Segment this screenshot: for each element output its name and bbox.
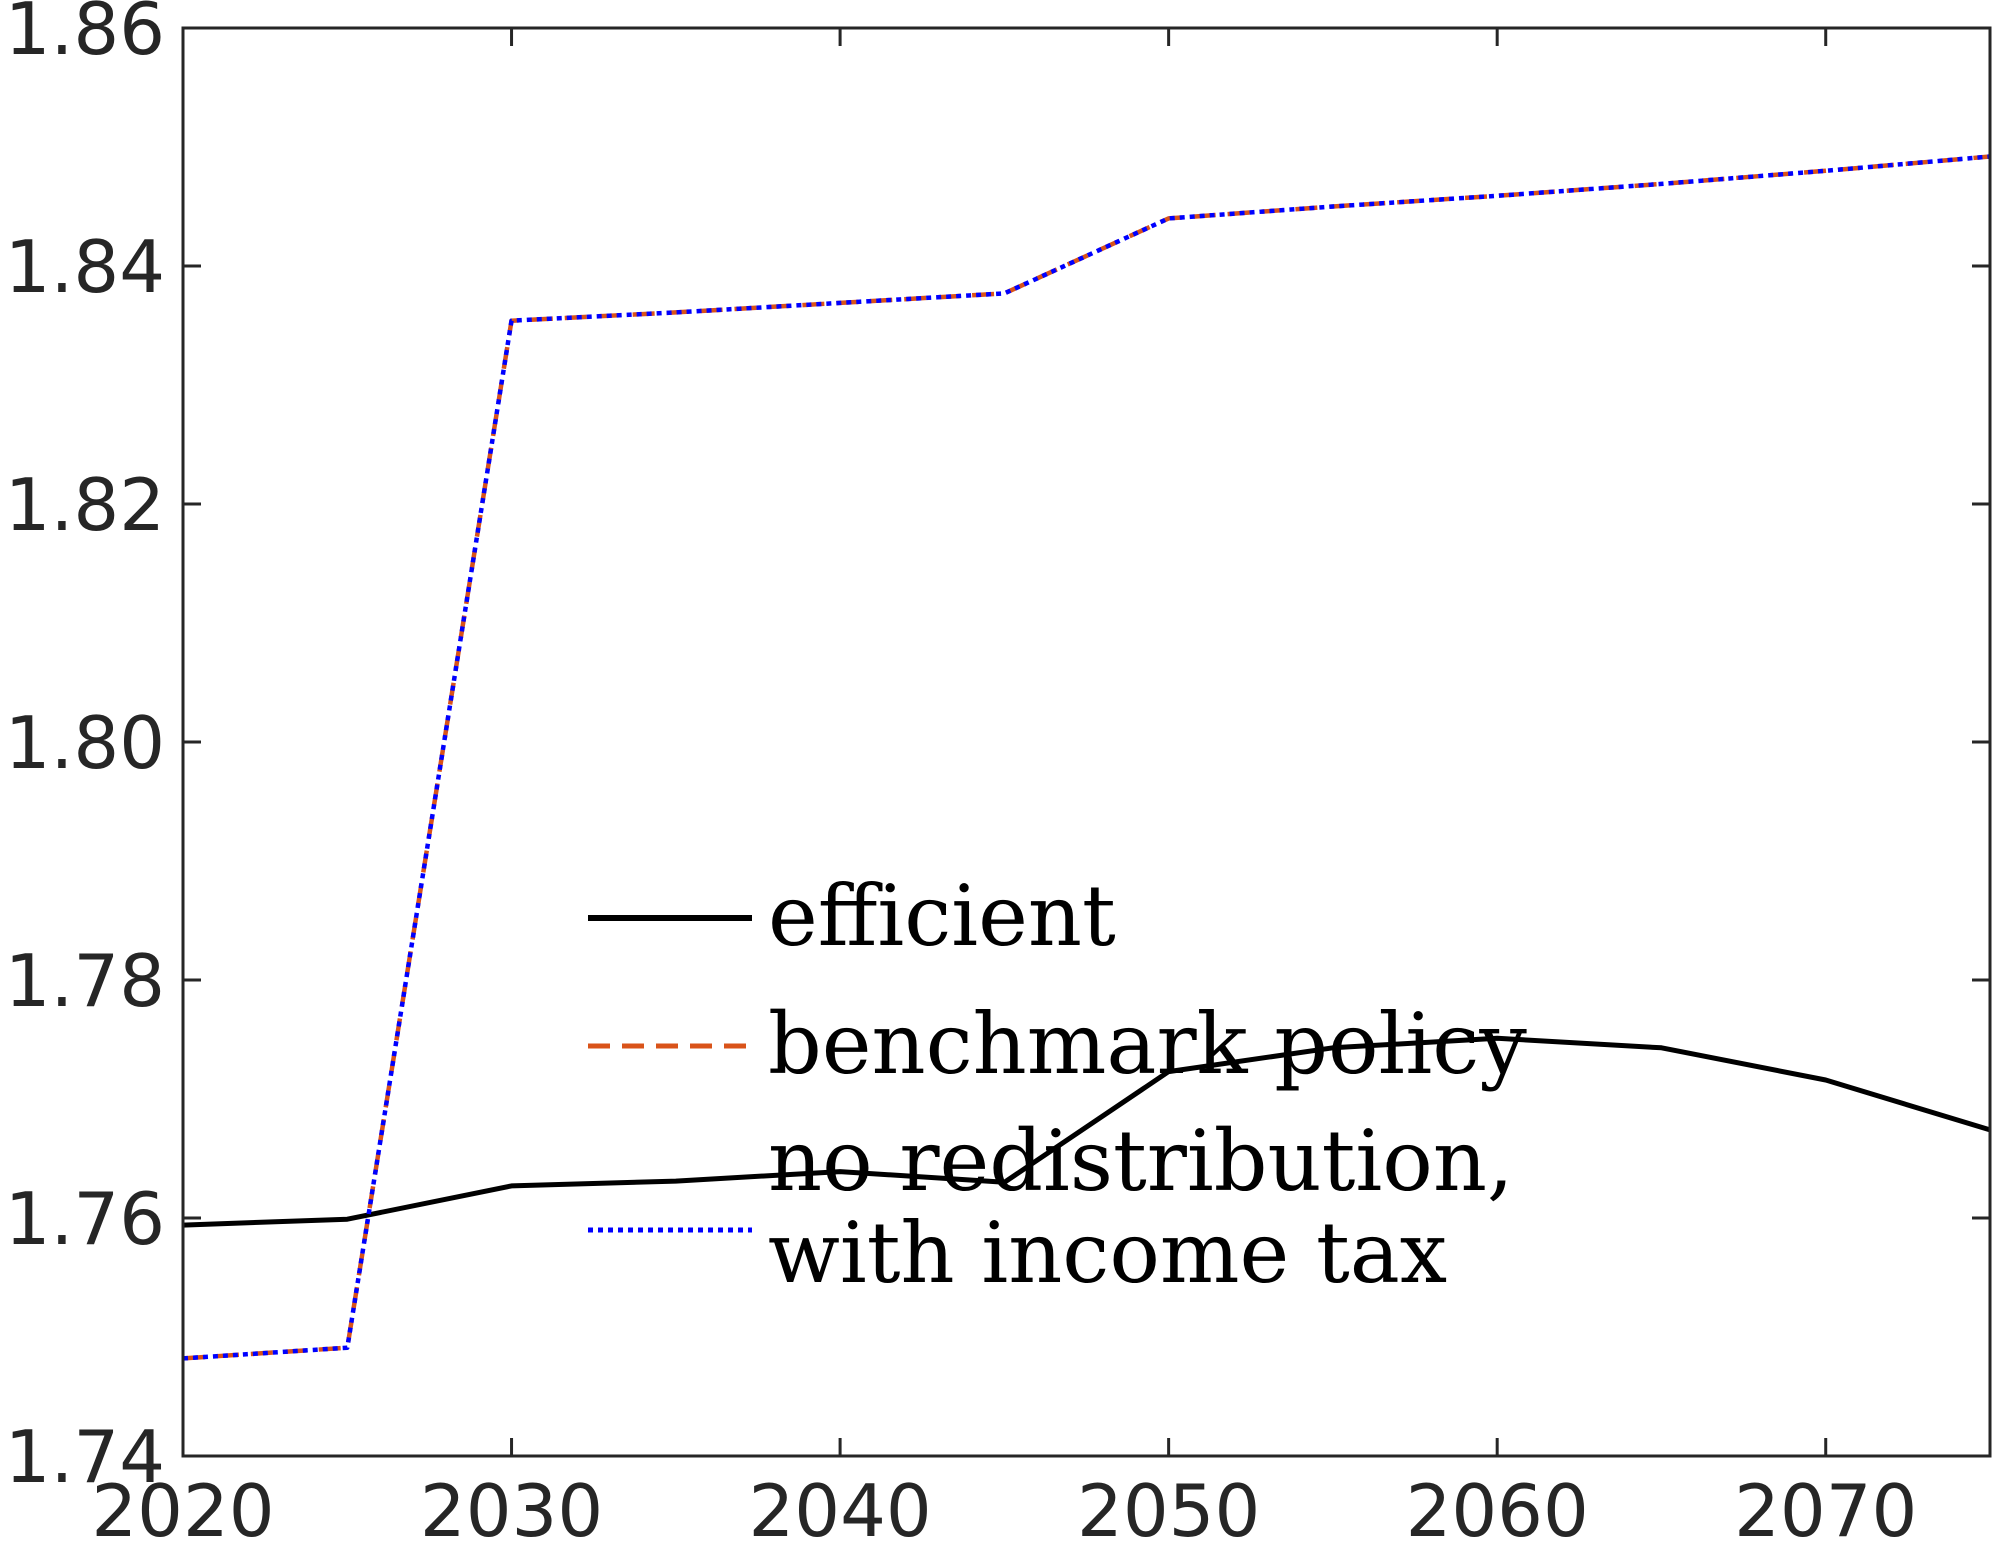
y-tick-label: 1.84 bbox=[5, 225, 165, 309]
axis-tick-labels: 2020 2030 2040 2050 2060 2070 1.74 1.76 1.78 1.80… bbox=[5, 0, 1918, 1553]
x-tick-label: 2050 bbox=[1077, 1469, 1260, 1553]
y-tick-label: 1.80 bbox=[5, 701, 165, 785]
y-tick-label: 1.86 bbox=[5, 0, 165, 71]
plot-lines bbox=[182, 154, 1991, 1361]
y-tick-label: 1.74 bbox=[5, 1415, 165, 1499]
legend-label-no-redistribution-line1: no redistribution, bbox=[768, 1112, 1514, 1210]
x-tick-label: 2030 bbox=[420, 1469, 603, 1553]
legend-label-no-redistribution-line2: with income tax bbox=[768, 1204, 1447, 1302]
x-tick-label: 2020 bbox=[91, 1469, 274, 1553]
x-tick-label: 2060 bbox=[1406, 1469, 1589, 1553]
legend-label-benchmark-policy: benchmark policy bbox=[768, 995, 1527, 1093]
legend-label-efficient: efficient bbox=[768, 867, 1116, 965]
y-tick-label: 1.78 bbox=[5, 939, 165, 1023]
x-tick-label: 2040 bbox=[748, 1469, 931, 1553]
series-line-no-redistribution-with-income-tax bbox=[182, 154, 1991, 1361]
axis-ticks bbox=[181, 26, 1990, 1458]
x-tick-label: 2070 bbox=[1734, 1469, 1917, 1553]
series-line-efficient bbox=[182, 1035, 1991, 1228]
y-tick-label: 1.82 bbox=[5, 463, 165, 547]
legend: efficient benchmark policy no redistribu… bbox=[588, 867, 1527, 1302]
y-tick-label: 1.76 bbox=[5, 1177, 165, 1261]
